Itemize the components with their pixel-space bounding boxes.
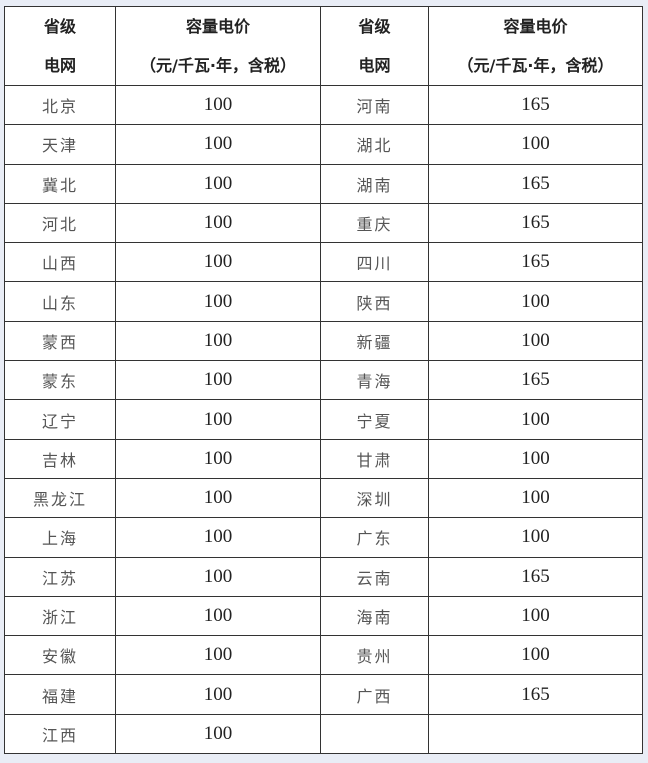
- left-price-cell: 100: [115, 595, 321, 637]
- table-row: 上海 100 广东 100: [4, 517, 643, 558]
- table-row: 福建 100 广西 165: [4, 674, 643, 715]
- left-grid-cell: 山东: [4, 281, 116, 322]
- right-grid-cell: 青海: [320, 360, 429, 401]
- table-row: 蒙西 100 新疆 100: [4, 320, 643, 362]
- left-grid-cell: 天津: [4, 124, 116, 165]
- right-price-cell: 165: [428, 556, 643, 597]
- left-grid-cell: 福建: [4, 674, 116, 715]
- right-grid-cell: 陕西: [320, 281, 429, 322]
- header-price-right: 容量电价 （元/千瓦·年，含税）: [428, 6, 643, 86]
- header-grid-right: 省级 电网: [320, 6, 429, 86]
- right-price-cell: 100: [428, 320, 643, 362]
- left-price-cell: 100: [115, 713, 321, 755]
- left-grid-cell: 黑龙江: [4, 477, 116, 519]
- table-row: 辽宁 100 宁夏 100: [4, 399, 643, 440]
- header-grid-left: 省级 电网: [4, 6, 116, 86]
- left-price-cell: 100: [115, 84, 321, 126]
- left-grid-cell: 北京: [4, 84, 116, 126]
- header-price-left: 容量电价 （元/千瓦·年，含税）: [115, 6, 321, 86]
- left-price-cell: 100: [115, 399, 321, 440]
- table-row: 浙江 100 海南 100: [4, 595, 643, 637]
- left-grid-cell: 安徽: [4, 635, 116, 676]
- left-price-cell: 100: [115, 674, 321, 715]
- left-grid-cell: 河北: [4, 202, 116, 244]
- right-grid-cell: [320, 713, 429, 755]
- right-price-cell: 165: [428, 360, 643, 401]
- right-grid-cell: 重庆: [320, 202, 429, 244]
- table-row: 安徽 100 贵州 100: [4, 635, 643, 676]
- right-price-cell: 100: [428, 399, 643, 440]
- left-price-cell: 100: [115, 556, 321, 597]
- right-grid-cell: 广西: [320, 674, 429, 715]
- table-row: 河北 100 重庆 165: [4, 202, 643, 244]
- table-row: 北京 100 河南 165: [4, 84, 643, 126]
- right-grid-cell: 深圳: [320, 477, 429, 519]
- right-price-cell: 165: [428, 674, 643, 715]
- right-price-cell: 100: [428, 595, 643, 637]
- right-grid-cell: 河南: [320, 84, 429, 126]
- right-grid-cell: 贵州: [320, 635, 429, 676]
- right-price-cell: 165: [428, 84, 643, 126]
- header-row: 省级 电网 容量电价 （元/千瓦·年，含税） 省级 电网 容量电价 （元/千瓦·年，含税…: [4, 6, 643, 86]
- table-row: 江西 100: [4, 713, 643, 755]
- left-grid-cell: 江苏: [4, 556, 116, 597]
- left-grid-cell: 江西: [4, 713, 116, 755]
- right-price-cell: 165: [428, 202, 643, 244]
- left-price-cell: 100: [115, 124, 321, 165]
- left-price-cell: 100: [115, 635, 321, 676]
- table-row: 天津 100 湖北 100: [4, 124, 643, 165]
- right-price-cell: 100: [428, 281, 643, 322]
- right-grid-cell: 甘肃: [320, 438, 429, 479]
- left-price-cell: 100: [115, 477, 321, 519]
- table-row: 山西 100 四川 165: [4, 242, 643, 283]
- right-price-cell: 100: [428, 438, 643, 479]
- left-price-cell: 100: [115, 360, 321, 401]
- left-grid-cell: 浙江: [4, 595, 116, 637]
- right-grid-cell: 四川: [320, 242, 429, 283]
- right-grid-cell: 湖北: [320, 124, 429, 165]
- left-price-cell: 100: [115, 438, 321, 479]
- right-price-cell: [428, 713, 643, 755]
- left-grid-cell: 蒙东: [4, 360, 116, 401]
- left-grid-cell: 蒙西: [4, 320, 116, 362]
- table-row: 江苏 100 云南 165: [4, 556, 643, 597]
- left-grid-cell: 山西: [4, 242, 116, 283]
- left-grid-cell: 吉林: [4, 438, 116, 479]
- right-price-cell: 100: [428, 517, 643, 558]
- right-grid-cell: 广东: [320, 517, 429, 558]
- table-row: 吉林 100 甘肃 100: [4, 438, 643, 479]
- right-price-cell: 100: [428, 124, 643, 165]
- left-price-cell: 100: [115, 517, 321, 558]
- table-row: 冀北 100 湖南 165: [4, 163, 643, 204]
- left-price-cell: 100: [115, 163, 321, 204]
- left-price-cell: 100: [115, 320, 321, 362]
- right-grid-cell: 湖南: [320, 163, 429, 204]
- right-grid-cell: 海南: [320, 595, 429, 637]
- left-grid-cell: 辽宁: [4, 399, 116, 440]
- left-price-cell: 100: [115, 202, 321, 244]
- right-grid-cell: 宁夏: [320, 399, 429, 440]
- left-price-cell: 100: [115, 281, 321, 322]
- left-grid-cell: 上海: [4, 517, 116, 558]
- right-price-cell: 100: [428, 635, 643, 676]
- right-grid-cell: 云南: [320, 556, 429, 597]
- right-price-cell: 165: [428, 163, 643, 204]
- right-price-cell: 165: [428, 242, 643, 283]
- table-row: 黑龙江 100 深圳 100: [4, 477, 643, 519]
- left-price-cell: 100: [115, 242, 321, 283]
- capacity-price-table: 省级 电网 容量电价 （元/千瓦·年，含税） 省级 电网 容量电价 （元/千瓦·年，含税…: [4, 6, 643, 755]
- table-row: 山东 100 陕西 100: [4, 281, 643, 322]
- right-price-cell: 100: [428, 477, 643, 519]
- table-row: 蒙东 100 青海 165: [4, 360, 643, 401]
- right-grid-cell: 新疆: [320, 320, 429, 362]
- left-grid-cell: 冀北: [4, 163, 116, 204]
